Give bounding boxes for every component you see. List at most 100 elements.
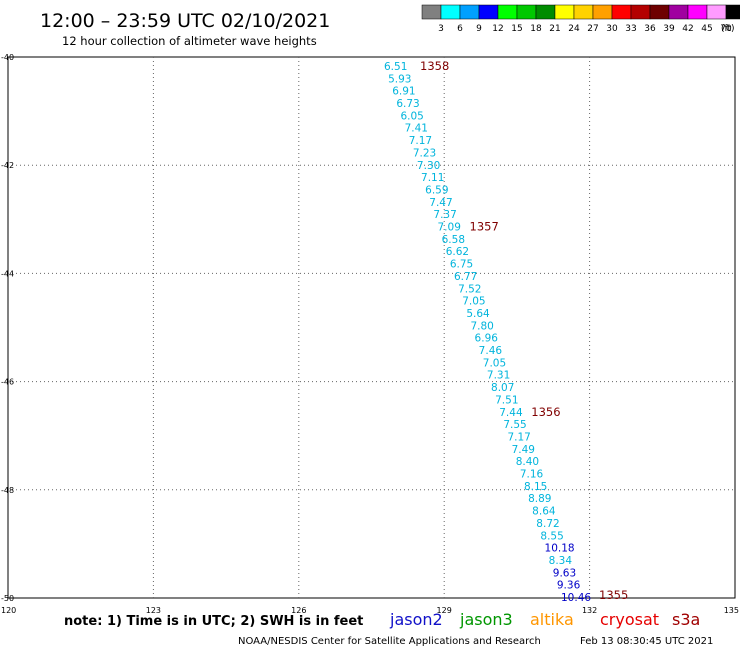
legend-swatch: [421, 4, 442, 20]
wave-height-label: 5.64: [466, 308, 490, 320]
x-tick-label: 126: [291, 606, 306, 615]
map-title: 12:00 – 23:59 UTC 02/10/2021: [40, 10, 330, 32]
wave-height-label: 6.62: [446, 246, 469, 258]
satellite-legend-item: altika: [530, 610, 574, 629]
legend-swatch: [459, 4, 480, 20]
y-axis-tick-labels: -50 -48 -46 -44 -42 -40: [1, 53, 14, 603]
footer-credit: NOAA/NESDIS Center for Satellite Applica…: [238, 636, 541, 647]
legend-swatch: [554, 4, 575, 20]
wave-height-label: 7.49: [512, 444, 535, 456]
pass-time-label: 1355: [599, 588, 628, 602]
pass-time-label: 1357: [470, 220, 499, 234]
x-tick-label: 132: [582, 606, 597, 615]
satellite-legend-item: cryosat: [600, 610, 659, 629]
legend-label: 33: [625, 24, 636, 34]
y-tick-label: -50: [1, 594, 14, 603]
legend-label: 30: [606, 24, 618, 34]
legend-swatch: [573, 4, 594, 20]
legend-label: 70: [720, 24, 732, 34]
wave-height-label: 7.30: [417, 160, 440, 172]
wave-height-label: 7.37: [433, 209, 456, 221]
wave-height-label: 7.09: [438, 222, 461, 234]
wave-height-label: 7.55: [503, 419, 526, 431]
wave-height-label: 10.46: [561, 592, 591, 604]
wave-height-label: 7.44: [499, 407, 523, 419]
wave-height-label: 7.52: [458, 283, 481, 295]
legend-label: 12: [492, 24, 503, 34]
legend-label: 18: [530, 24, 542, 34]
satellite-legend-item: jason3: [459, 610, 513, 629]
wave-height-label: 8.07: [491, 382, 514, 394]
legend-swatch: [649, 4, 670, 20]
wave-height-label: 10.18: [545, 543, 575, 555]
wave-height-label: 8.64: [532, 506, 556, 518]
legend-swatch: [516, 4, 537, 20]
x-tick-label: 123: [146, 606, 161, 615]
wave-height-label: 8.89: [528, 493, 551, 505]
color-legend: 3 6 9 12 15 18 21 24 27 30 33 36 39 42 45 70(ft): [421, 4, 740, 34]
legend-label: 45: [701, 24, 712, 34]
legend-swatch: [611, 4, 632, 20]
wave-height-label: 7.23: [413, 147, 436, 159]
wave-height-label: 7.80: [470, 320, 493, 332]
legend-swatch: [687, 4, 708, 20]
y-tick-label: -42: [1, 161, 14, 170]
pass-time-labels: 1358 1357 1356 1355: [420, 59, 628, 602]
wave-height-label: 8.15: [524, 481, 547, 493]
wave-height-label: 7.41: [405, 123, 428, 135]
wave-height-label: 6.73: [396, 98, 419, 110]
wave-height-label: 6.58: [442, 234, 465, 246]
wave-height-label: 7.17: [409, 135, 432, 147]
legend-swatch: [592, 4, 613, 20]
wave-height-label: 8.34: [549, 555, 573, 567]
footer-note: note: 1) Time is in UTC; 2) SWH is in fe…: [64, 614, 363, 629]
legend-label: 21: [549, 24, 560, 34]
legend-label: 6: [457, 24, 463, 34]
legend-swatch: [478, 4, 499, 20]
wave-height-label: 8.40: [516, 456, 539, 468]
y-tick-label: -46: [1, 378, 14, 387]
wave-height-label: 5.93: [388, 73, 411, 85]
legend-label: 42: [682, 24, 693, 34]
grid-lines: [8, 57, 735, 598]
satellite-legend-item: s3a: [672, 610, 700, 629]
pass-time-label: 1356: [531, 405, 560, 419]
legend-swatch: [630, 4, 651, 20]
legend-swatch: [497, 4, 518, 20]
legend-swatch: [440, 4, 461, 20]
x-tick-label: 120: [1, 606, 16, 615]
satellite-legend: jason2 jason3 altika cryosat s3a: [389, 610, 700, 629]
wave-height-label: 7.46: [479, 345, 503, 357]
wave-height-label: 6.51: [384, 61, 407, 73]
wave-height-label: 8.72: [536, 518, 559, 530]
wave-height-label: 6.77: [454, 271, 477, 283]
wave-height-label: 6.96: [475, 333, 499, 345]
y-tick-label: -48: [1, 486, 14, 495]
wave-height-label: 7.05: [483, 357, 506, 369]
wave-height-label: 7.51: [495, 394, 518, 406]
legend-label: 39: [663, 24, 675, 34]
legend-label: 9: [476, 24, 482, 34]
wave-height-label: 9.63: [553, 567, 576, 579]
plot-frame: [7, 56, 736, 599]
wave-height-label: 7.05: [462, 296, 485, 308]
legend-label: 27: [587, 24, 598, 34]
wave-height-label: 6.75: [450, 259, 473, 271]
wave-height-label: 7.17: [507, 431, 530, 443]
x-tick-label: 129: [437, 606, 452, 615]
legend-label: 24: [568, 24, 580, 34]
x-tick-label: 135: [724, 606, 739, 615]
legend-label: 3: [438, 24, 444, 34]
y-tick-label: -40: [1, 53, 14, 62]
wave-height-label: 8.55: [540, 530, 563, 542]
y-tick-label: -44: [1, 269, 14, 278]
map-subtitle: 12 hour collection of altimeter wave hei…: [62, 34, 317, 48]
footer-timestamp: Feb 13 08:30:45 UTC 2021: [580, 636, 713, 647]
wave-height-label: 6.59: [425, 184, 448, 196]
legend-unit: (ft): [721, 24, 735, 34]
x-axis-tick-labels: 120 123 126 129 132 135: [1, 606, 739, 615]
wave-height-label: 6.05: [400, 110, 423, 122]
legend-swatch: [725, 4, 740, 20]
legend-swatch: [668, 4, 689, 20]
